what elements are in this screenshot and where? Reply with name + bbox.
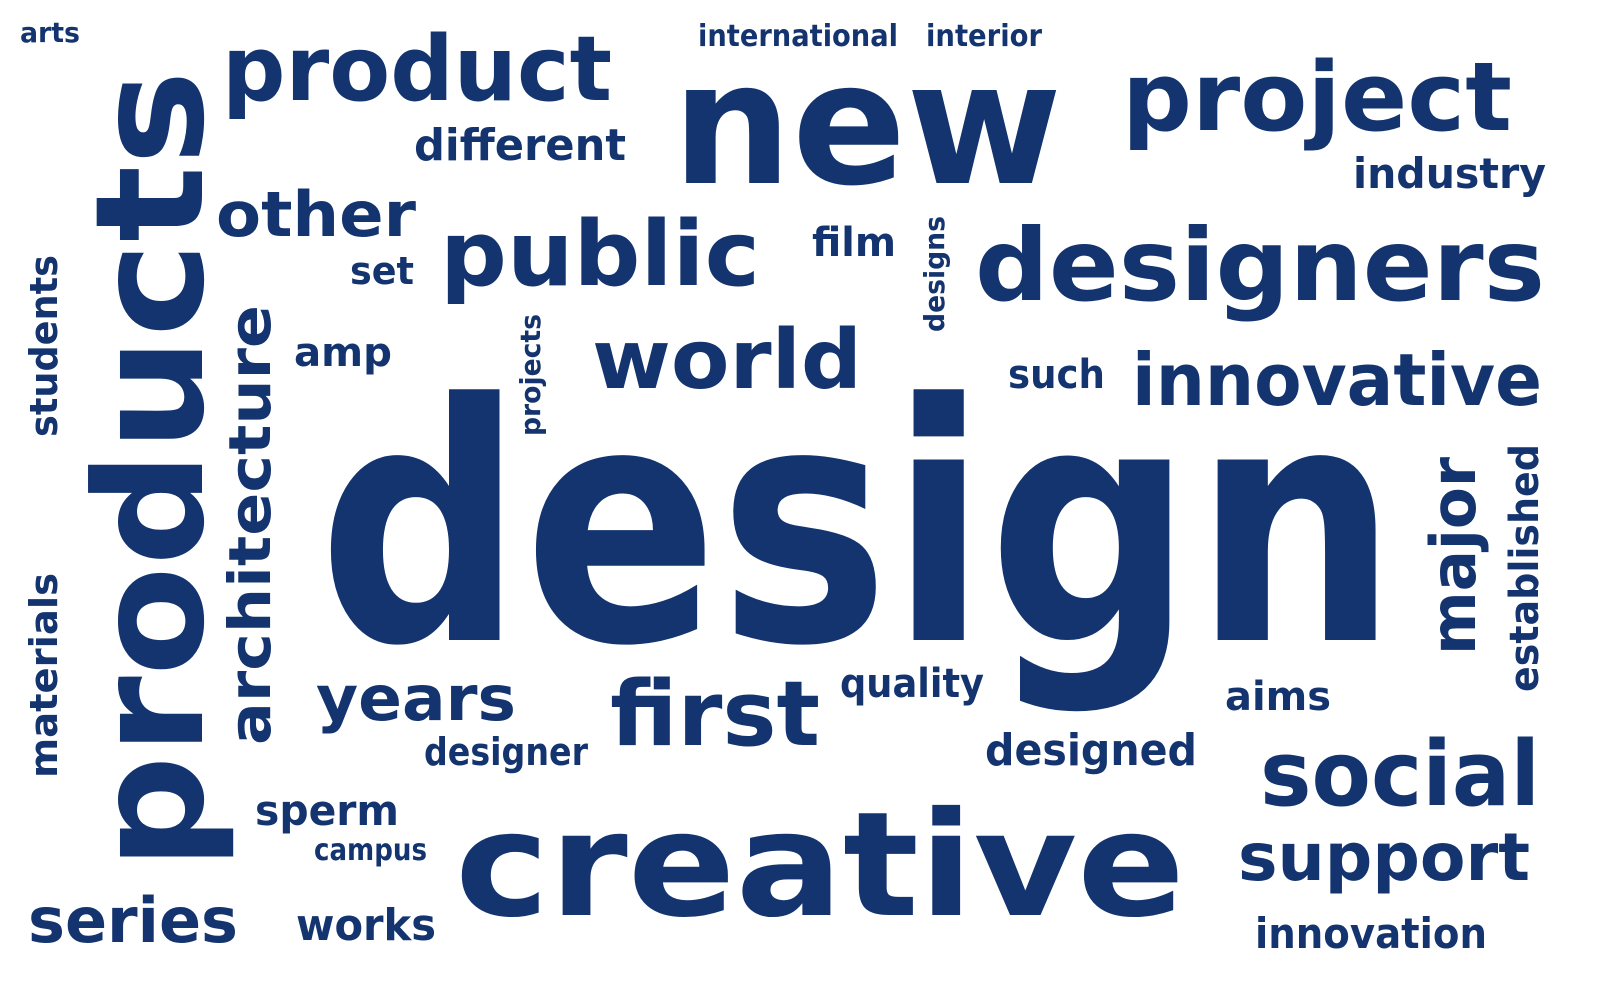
word-products: products [64, 70, 238, 870]
word-years: years [316, 662, 516, 735]
word-new: new [672, 26, 1062, 224]
word-design: design [318, 334, 1398, 718]
word-support: support [1238, 819, 1530, 896]
word-designs: designs [918, 216, 951, 332]
word-aims: aims [1225, 674, 1331, 720]
word-campus: campus [314, 833, 427, 868]
word-film: film [812, 220, 896, 266]
word-set: set [350, 249, 414, 293]
word-creative: creative [455, 781, 1185, 950]
word-works: works [296, 900, 436, 951]
word-arts: arts [20, 16, 80, 49]
word-project: project [1122, 43, 1512, 153]
word-first: first [610, 662, 820, 767]
word-amp: amp [294, 330, 392, 376]
word-social: social [1260, 722, 1540, 827]
word-product: product [222, 17, 612, 122]
word-other: other [216, 178, 416, 251]
word-innovative: innovative [1132, 338, 1542, 422]
word-interior: interior [926, 19, 1042, 54]
word-industry: industry [1353, 149, 1546, 198]
word-quality: quality [840, 661, 984, 707]
word-public: public [440, 202, 760, 307]
word-designers: designers [975, 207, 1545, 324]
word-innovation: innovation [1255, 909, 1487, 958]
word-materials: materials [22, 573, 66, 778]
word-international: international [698, 19, 898, 54]
word-established: established [1502, 444, 1548, 692]
word-projects: projects [514, 314, 547, 436]
word-series: series [28, 884, 238, 957]
word-students: students [22, 255, 66, 437]
word-designer: designer [424, 730, 588, 774]
word-such: such [1008, 352, 1105, 398]
word-different: different [414, 120, 626, 171]
word-designed: designed [985, 725, 1197, 776]
word-sperm: sperm [255, 786, 399, 835]
word-architecture: architecture [216, 305, 284, 745]
word-major: major [1417, 457, 1490, 655]
word-world: world [592, 313, 862, 408]
